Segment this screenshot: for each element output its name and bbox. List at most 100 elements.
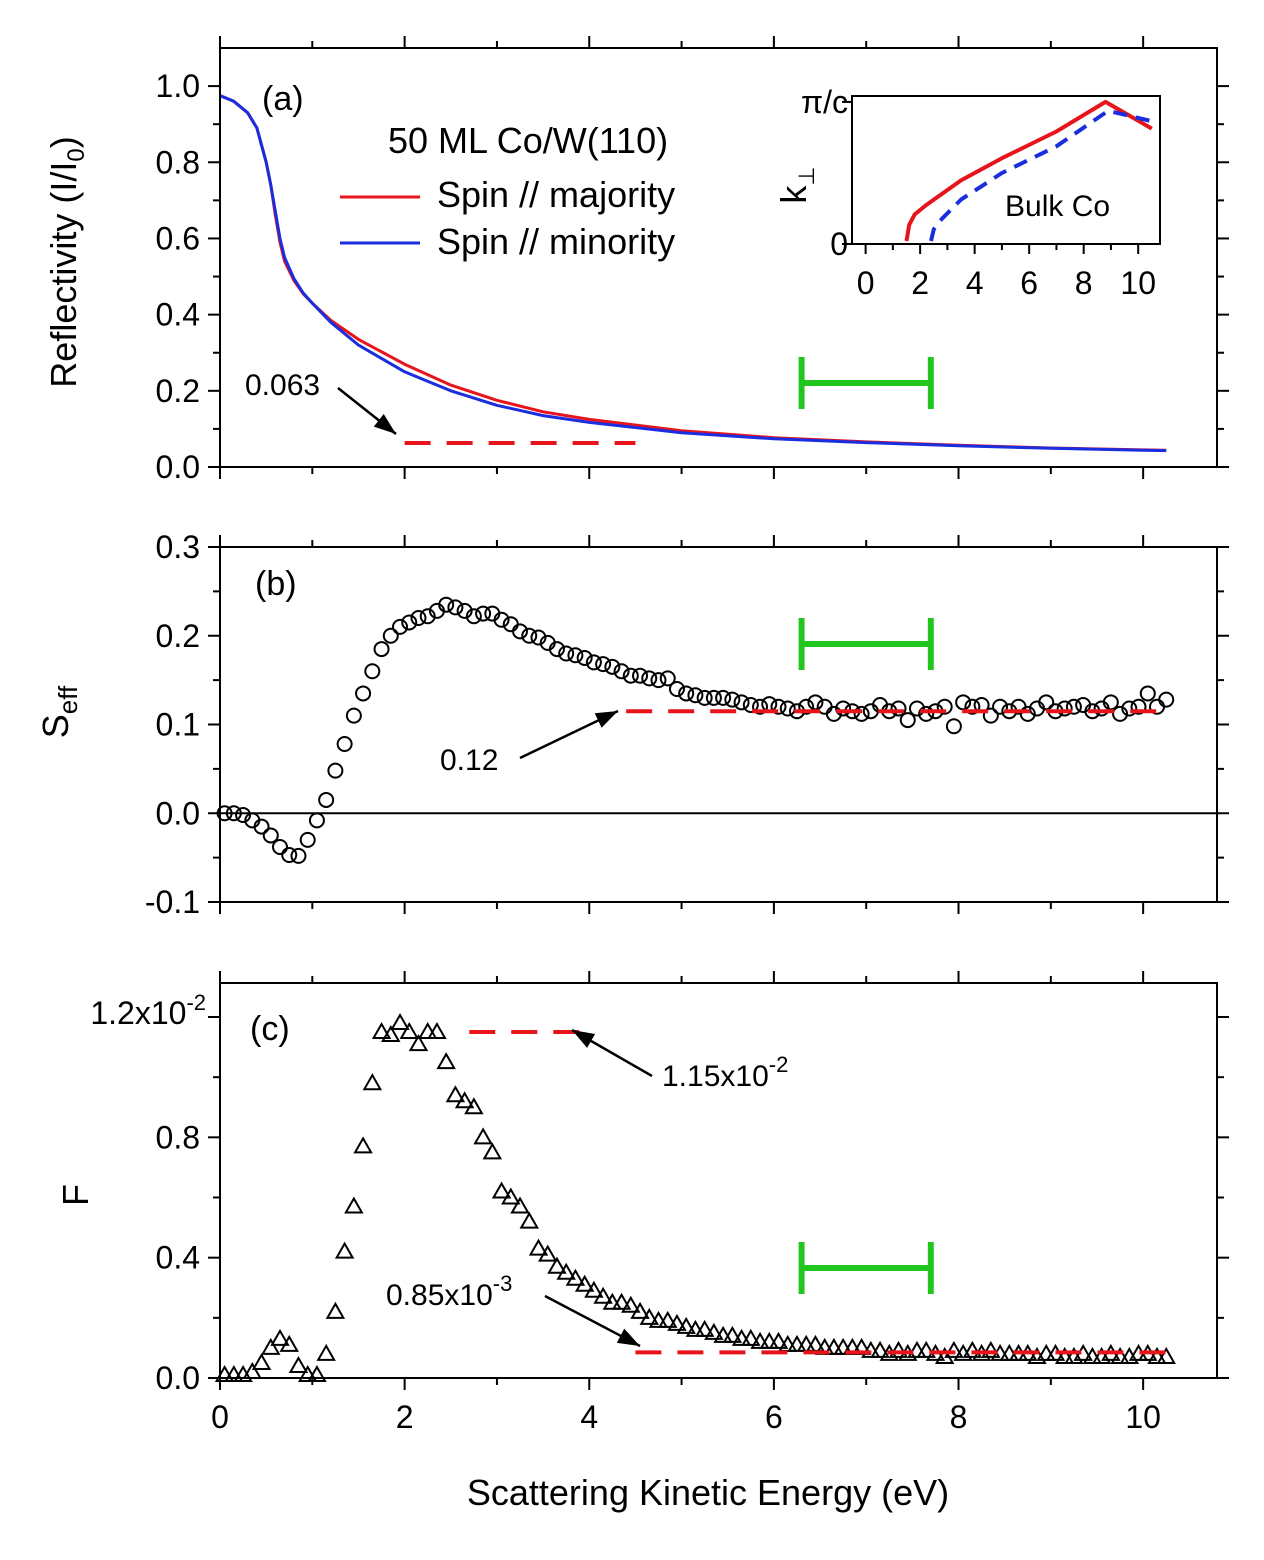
- seff-point-79: [947, 719, 961, 733]
- axes-layer: 0.00.20.40.60.81.00 2 4 6 8 100π/c-0.10.00.10…: [145, 36, 1229, 1435]
- seff-point-102: [1159, 693, 1173, 707]
- seff-point-14: [347, 709, 361, 723]
- seff-point-9: [301, 833, 315, 847]
- seff-point-61: [781, 702, 795, 716]
- f-point-33: [521, 1214, 537, 1228]
- seff-point-15: [356, 686, 370, 700]
- seff-point-55: [725, 693, 739, 707]
- ylabel-a-close: ): [43, 136, 84, 148]
- seff-point-11: [319, 793, 333, 807]
- ytick-label-b-3: 0.2: [156, 618, 200, 654]
- f-point-13: [337, 1244, 353, 1258]
- panel-c-label: (c): [250, 1010, 290, 1048]
- f-point-8: [290, 1358, 306, 1372]
- seff-point-59: [762, 697, 776, 711]
- panel-b-frame: [220, 547, 1217, 902]
- f-point-73: [891, 1343, 907, 1357]
- f-point-17: [374, 1024, 390, 1038]
- inset-xtick-label-8: 8: [1075, 265, 1093, 301]
- inset-xtick-label-4: 4: [966, 265, 984, 301]
- arrow-085-head: [617, 1329, 640, 1346]
- ylabel-b-base: S: [35, 714, 76, 738]
- legend-title: 50 ML Co/W(110): [388, 120, 668, 161]
- ylabel-a-sub: 0: [63, 148, 90, 161]
- f-point-29: [484, 1144, 500, 1158]
- legend-minority-label: Spin // minority: [437, 221, 675, 262]
- ytick-label-a-3: 0.6: [156, 220, 200, 256]
- f-point-24: [438, 1054, 454, 1068]
- arrow-115-head: [572, 1030, 595, 1048]
- seff-point-16: [365, 664, 379, 678]
- seff-point-69: [855, 707, 869, 721]
- f-point-4: [254, 1355, 270, 1369]
- f-point-15: [355, 1138, 371, 1152]
- inset-xtick-label-10: 10: [1120, 265, 1156, 301]
- annotation-115-exp: -2: [769, 1052, 789, 1077]
- f-point-11: [318, 1346, 334, 1360]
- seff-point-51: [688, 688, 702, 702]
- ytick-c-top: 1.2x10-2: [90, 990, 206, 1031]
- ylabel-b-sub: eff: [53, 685, 83, 714]
- panel-a-label: (a): [262, 80, 304, 118]
- ytick-c-top-exp: -2: [186, 990, 206, 1015]
- ylabel-b: Seff: [35, 685, 83, 738]
- seff-point-17: [375, 642, 389, 656]
- seff-point-38: [568, 648, 582, 662]
- f-point-14: [346, 1199, 362, 1213]
- seff-point-41: [596, 657, 610, 671]
- seff-point-8: [291, 849, 305, 863]
- f-point-19: [392, 1015, 408, 1029]
- f-point-3: [244, 1364, 260, 1378]
- figure: 0.00.20.40.60.81.00 2 4 6 8 100π/c-0.10.00.10…: [0, 0, 1264, 1560]
- f-point-16: [364, 1075, 380, 1089]
- f-point-12: [327, 1304, 343, 1318]
- xtick-label-c-8: 8: [950, 1399, 968, 1435]
- ytick-label-b-4: 0.3: [156, 529, 200, 565]
- inset-ylabel: k⊥: [773, 166, 819, 203]
- annotation-0063: 0.063: [245, 369, 320, 402]
- f-point-28: [475, 1129, 491, 1143]
- ytick-c-top-base: 1.2x10: [90, 995, 186, 1031]
- inset-xtick-label-2: 2: [911, 265, 929, 301]
- seff-point-56: [735, 695, 749, 709]
- ytick-label-b-2: 0.1: [156, 707, 200, 743]
- ytick-label-c-1: 0.4: [156, 1240, 200, 1276]
- ytick-label-a-1: 0.2: [156, 373, 200, 409]
- ytick-label-a-0: 0.0: [156, 449, 200, 485]
- xtick-label-c-2: 2: [396, 1399, 414, 1435]
- seff-point-100: [1141, 686, 1155, 700]
- ytick-label-a-5: 1.0: [156, 68, 200, 104]
- xtick-label-c-4: 4: [580, 1399, 598, 1435]
- xlabel: Scattering Kinetic Energy (eV): [467, 1472, 949, 1513]
- f-point-20: [401, 1024, 417, 1038]
- inset-xtick-label-6: 6: [1020, 265, 1038, 301]
- xtick-label-c-10: 10: [1125, 1399, 1161, 1435]
- arrow-0063-head: [374, 414, 396, 434]
- annotation-085: 0.85x10-3: [386, 1271, 512, 1312]
- panel-a-frame: [220, 48, 1217, 467]
- xtick-label-c-6: 6: [765, 1399, 783, 1435]
- inset-ylabel-base: k: [773, 185, 814, 204]
- ytick-label-a-4: 0.8: [156, 144, 200, 180]
- legend-majority-label: Spin // majority: [437, 174, 675, 215]
- panel-c-frame: [220, 983, 1217, 1378]
- annotation-085-exp: -3: [493, 1271, 513, 1296]
- seff-point-10: [310, 813, 324, 827]
- ytick-label-b-0: -0.1: [145, 884, 200, 920]
- inset-ytick-label-1: π/c: [801, 84, 848, 120]
- seff-point-45: [633, 669, 647, 683]
- f-point-32: [512, 1199, 528, 1213]
- ytick-label-c-2: 0.8: [156, 1119, 200, 1155]
- annotation-012: 0.12: [440, 744, 498, 777]
- ylabel-a: Reflectivity (I/I0): [43, 136, 90, 387]
- seff-point-25: [448, 600, 462, 614]
- inset-xtick-label-0: 0: [857, 265, 875, 301]
- annotation-115-base: 1.15x10: [662, 1060, 769, 1093]
- seff-point-18: [384, 629, 398, 643]
- ytick-label-a-2: 0.4: [156, 297, 200, 333]
- ytick-label-c-0: 0.0: [156, 1360, 200, 1396]
- arrow-012-head: [595, 711, 618, 728]
- ytick-label-b-1: 0.0: [156, 795, 200, 831]
- inset-annotation: Bulk Co: [1005, 190, 1110, 223]
- annotation-085-base: 0.85x10: [386, 1279, 493, 1312]
